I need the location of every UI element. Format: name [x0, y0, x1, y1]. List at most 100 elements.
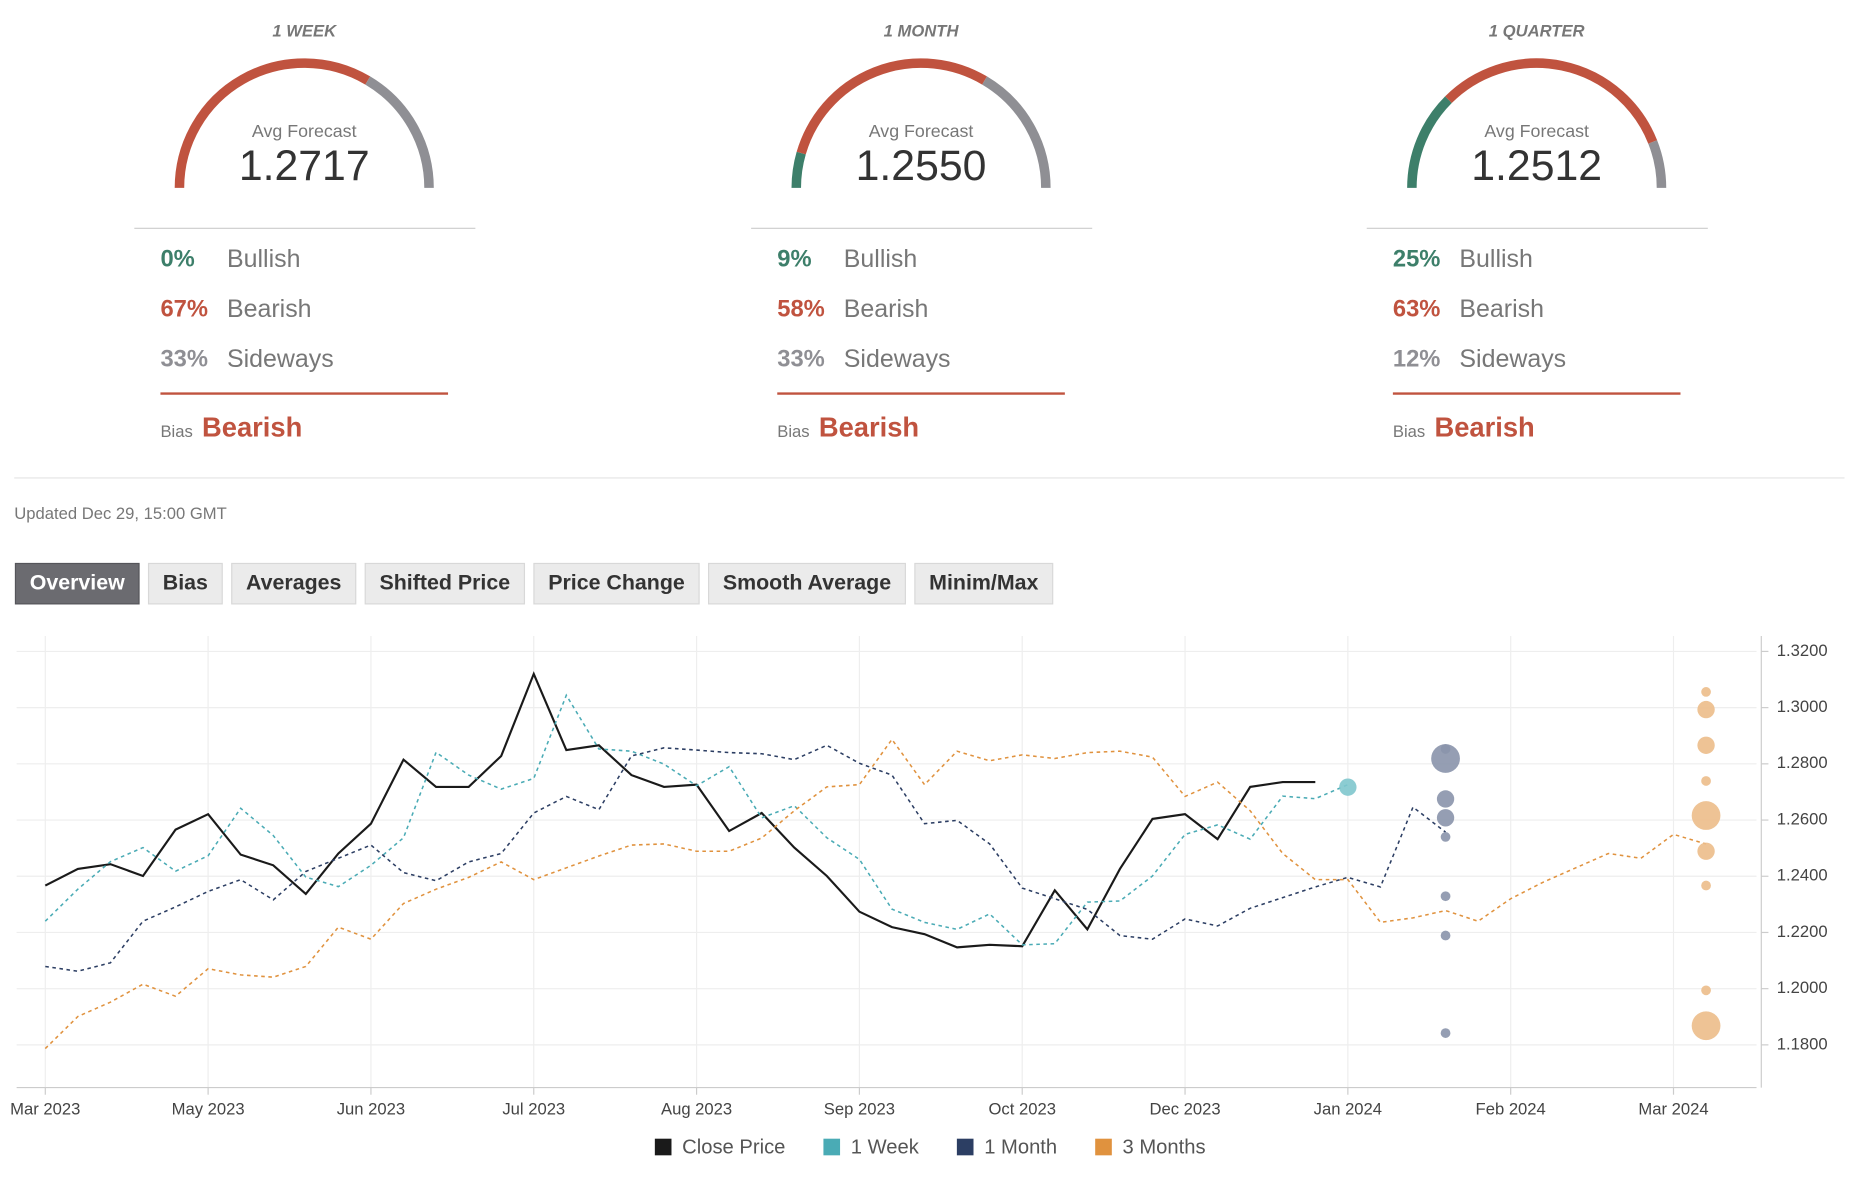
forecast-bubble	[1440, 891, 1451, 902]
forecast-bubble	[1691, 801, 1721, 830]
y-tick-label: 1.2000	[1777, 978, 1828, 997]
gauge-arc	[365, 76, 434, 188]
gauge-arc	[174, 58, 371, 188]
x-tick-label: Sep 2023	[824, 1100, 895, 1119]
legend-swatch[interactable]	[823, 1138, 841, 1156]
avg-value: 1.2550	[856, 142, 987, 190]
gauge-arc	[791, 151, 806, 189]
tab[interactable]	[147, 562, 223, 605]
series-line	[44, 738, 1707, 1050]
legend-label[interactable]: 1 Week	[851, 1137, 920, 1159]
forecast-bubble	[1440, 1028, 1451, 1038]
row-label: Sideways	[1459, 345, 1566, 373]
x-tick-label: Jun 2023	[337, 1100, 405, 1119]
row-label: Bearish	[844, 295, 929, 323]
x-tick-label: Mar 2024	[1638, 1100, 1708, 1119]
gauge-arc	[796, 58, 987, 155]
y-tick-label: 1.2200	[1777, 922, 1828, 941]
row-percent: 63%	[1393, 296, 1441, 323]
forecast-bubble	[1339, 778, 1357, 796]
series-line	[45, 744, 1447, 973]
y-tick-label: 1.3200	[1777, 641, 1828, 660]
updated-text: Updated Dec 29, 15:00 GMT	[14, 504, 227, 523]
tab-label[interactable]: Shifted Price	[379, 570, 510, 594]
y-tick-label: 1.1800	[1777, 1034, 1828, 1053]
y-tick-label: 1.2800	[1777, 753, 1828, 772]
x-tick-label: Feb 2024	[1476, 1100, 1546, 1119]
row-percent: 0%	[160, 246, 194, 273]
avg-value: 1.2512	[1471, 142, 1602, 190]
row-percent: 33%	[777, 346, 825, 373]
row-percent: 9%	[777, 246, 811, 273]
x-tick-label: Oct 2023	[988, 1100, 1055, 1119]
avg-label: Avg Forecast	[1484, 121, 1589, 141]
row-percent: 67%	[160, 296, 208, 323]
forecast-bubble	[1697, 736, 1715, 754]
x-tick-label: May 2023	[172, 1100, 245, 1119]
tab[interactable]	[707, 562, 906, 605]
row-label: Sideways	[227, 345, 334, 373]
legend-label[interactable]: Close Price	[682, 1137, 785, 1159]
forecast-bubble	[1697, 700, 1715, 719]
series-line	[44, 671, 1316, 949]
row-label: Bullish	[227, 245, 300, 273]
forecast-bubble	[1701, 985, 1711, 996]
forecast-bubble	[1436, 809, 1455, 827]
tab-label[interactable]: Smooth Average	[723, 570, 891, 594]
row-label: Bullish	[844, 245, 917, 273]
legend-swatch[interactable]	[1095, 1138, 1112, 1156]
row-label: Bearish	[227, 295, 312, 323]
gauge-arc	[1407, 96, 1452, 188]
gauge-title: 1 WEEK	[272, 22, 338, 41]
y-tick-label: 1.3000	[1777, 697, 1828, 716]
row-percent: 58%	[777, 296, 825, 323]
row-label: Bullish	[1459, 245, 1532, 273]
gauge-arc	[1445, 58, 1658, 144]
x-tick-label: Aug 2023	[661, 1100, 732, 1119]
gauge-arc	[982, 76, 1051, 188]
forecast-bubble	[1701, 687, 1711, 697]
tab-label[interactable]: Averages	[246, 570, 342, 594]
avg-label: Avg Forecast	[252, 121, 357, 141]
forecast-bubble	[1440, 930, 1451, 941]
row-percent: 33%	[160, 346, 208, 373]
forecast-bubble	[1701, 880, 1711, 891]
row-label: Sideways	[844, 345, 951, 373]
forecast-bubble	[1431, 744, 1460, 773]
legend-label[interactable]: 3 Months	[1123, 1137, 1206, 1159]
gauge-title: 1 QUARTER	[1489, 22, 1585, 41]
row-label: Bearish	[1459, 295, 1544, 323]
tab[interactable]	[533, 562, 700, 605]
legend-label[interactable]: 1 Month	[984, 1137, 1057, 1159]
tab-label[interactable]: Bias	[163, 570, 208, 594]
row-percent: 25%	[1393, 246, 1441, 273]
x-tick-label: Mar 2023	[10, 1100, 80, 1119]
forecast-bubble	[1691, 1011, 1721, 1041]
tab-label[interactable]: Price Change	[548, 570, 685, 594]
bias-label: Bias	[160, 422, 192, 441]
avg-value: 1.2717	[239, 142, 370, 190]
legend-swatch[interactable]	[956, 1138, 974, 1156]
forecast-bubble	[1440, 832, 1451, 842]
forecast-bubble	[1436, 790, 1455, 808]
tab[interactable]	[364, 562, 526, 605]
gauge-arc	[1648, 140, 1667, 189]
x-tick-label: Jan 2024	[1314, 1100, 1382, 1119]
y-tick-label: 1.2600	[1777, 809, 1828, 828]
x-tick-label: Jul 2023	[502, 1100, 565, 1119]
bias-value: Bearish	[819, 411, 919, 442]
tab[interactable]	[914, 562, 1054, 605]
x-tick-label: Dec 2023	[1149, 1100, 1220, 1119]
bias-label: Bias	[777, 422, 809, 441]
avg-label: Avg Forecast	[869, 121, 974, 141]
tab[interactable]	[231, 562, 357, 605]
bias-value: Bearish	[1434, 411, 1534, 442]
tab[interactable]	[14, 562, 140, 605]
legend-swatch[interactable]	[654, 1138, 672, 1156]
y-tick-label: 1.2400	[1777, 866, 1828, 885]
row-percent: 12%	[1393, 346, 1441, 373]
tab-label[interactable]: Overview	[30, 570, 125, 594]
tab-label[interactable]: Minim/Max	[929, 570, 1038, 594]
